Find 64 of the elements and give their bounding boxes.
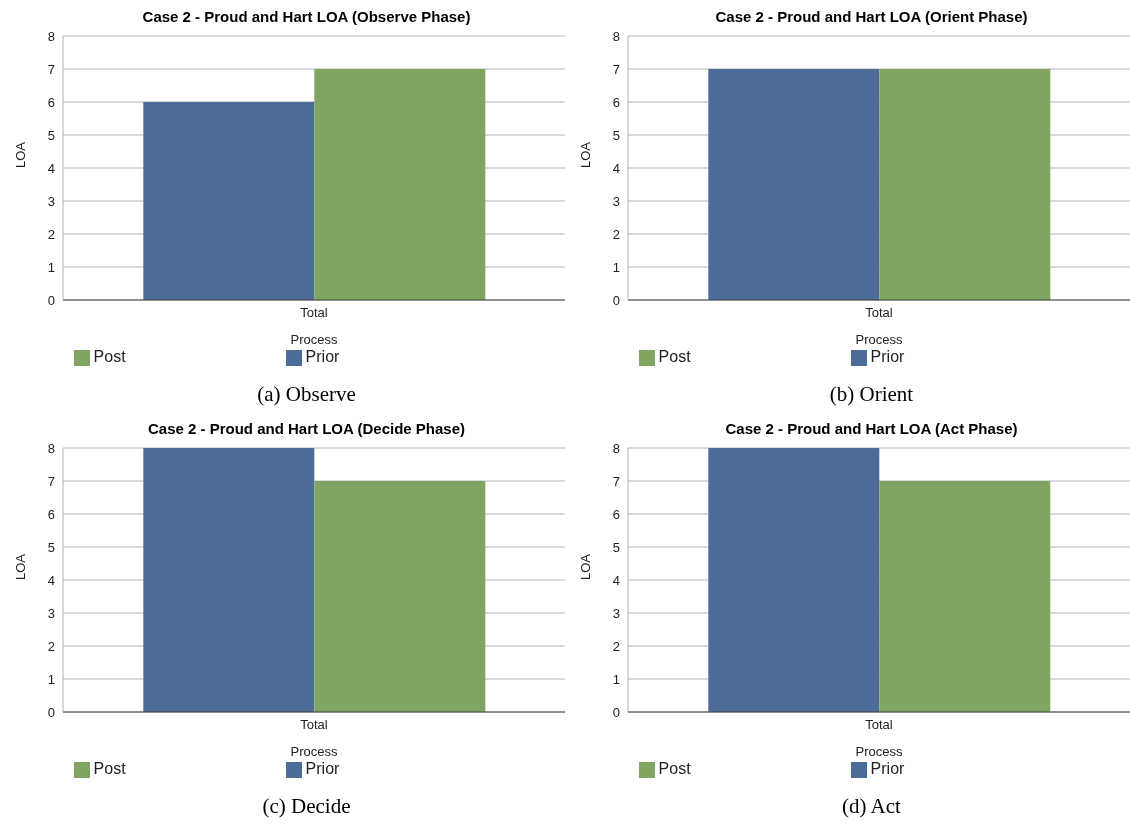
y-tick-label: 7 [612,61,620,77]
y-tick-label: 6 [47,506,55,522]
legend-label: Prior [870,348,905,365]
chart-title: Case 2 - Proud and Hart LOA (Act Phase) [724,420,1019,439]
y-tick-label: 4 [612,160,620,176]
x-axis-title: Process [290,744,338,759]
y-tick-label: 4 [47,572,55,588]
text: (d) Act [841,794,902,819]
y-axis-title: LOA [12,553,28,580]
chart-title: Case 2 - Proud and Hart LOA (Observe Phase) [141,8,472,27]
y-tick-label: 3 [47,605,55,621]
y-tick-label: 2 [47,638,55,654]
legend-label: Prior [870,760,905,777]
y-tick-label: 8 [47,28,55,44]
y-tick-label: 1 [612,259,620,275]
x-tick-label: Total [865,717,893,733]
text: (b) Orient [828,382,915,407]
y-tick-label: 1 [47,671,55,687]
y-tick-label: 3 [47,193,55,209]
y-tick-label: 6 [47,94,55,110]
y-tick-label: 0 [612,704,620,720]
legend-label: Prior [305,348,340,365]
y-tick-label: 5 [47,127,55,143]
text: (c) Decide [261,794,352,819]
legend-label: Post [658,348,691,365]
y-tick-label: 5 [612,127,620,143]
legend-label: Post [658,760,691,777]
y-tick-label: 8 [612,28,620,44]
y-tick-label: 3 [612,193,620,209]
y-tick-label: 6 [612,506,620,522]
x-tick-label: Total [300,717,328,733]
y-axis-title: LOA [577,141,593,168]
y-tick-label: 5 [47,539,55,555]
chart-title: Case 2 - Proud and Hart LOA (Decide Phase) [147,420,466,439]
x-tick-label: Total [300,305,328,321]
legend-label: Prior [305,760,340,777]
y-tick-label: 0 [47,704,55,720]
y-tick-label: 1 [612,671,620,687]
y-tick-label: 4 [612,572,620,588]
y-tick-label: 2 [612,638,620,654]
x-axis-title: Process [855,744,903,759]
y-tick-label: 7 [612,473,620,489]
y-tick-label: 1 [47,259,55,275]
y-axis-title: LOA [12,141,28,168]
y-tick-label: 0 [612,292,620,308]
x-axis-title: Process [290,332,338,347]
y-tick-label: 4 [47,160,55,176]
y-tick-label: 6 [612,94,620,110]
y-tick-label: 2 [612,226,620,242]
y-tick-label: 0 [47,292,55,308]
legend-label: Post [93,760,126,777]
chart-title: Case 2 - Proud and Hart LOA (Orient Phase) [714,8,1029,27]
y-tick-label: 7 [47,61,55,77]
x-tick-label: Total [865,305,893,321]
text: (a) Observe [256,382,357,407]
y-axis-title: LOA [577,553,593,580]
y-tick-label: 7 [47,473,55,489]
y-tick-label: 5 [612,539,620,555]
y-tick-label: 3 [612,605,620,621]
y-tick-label: 8 [612,440,620,456]
x-axis-title: Process [855,332,903,347]
y-tick-label: 8 [47,440,55,456]
legend-label: Post [93,348,126,365]
y-tick-label: 2 [47,226,55,242]
